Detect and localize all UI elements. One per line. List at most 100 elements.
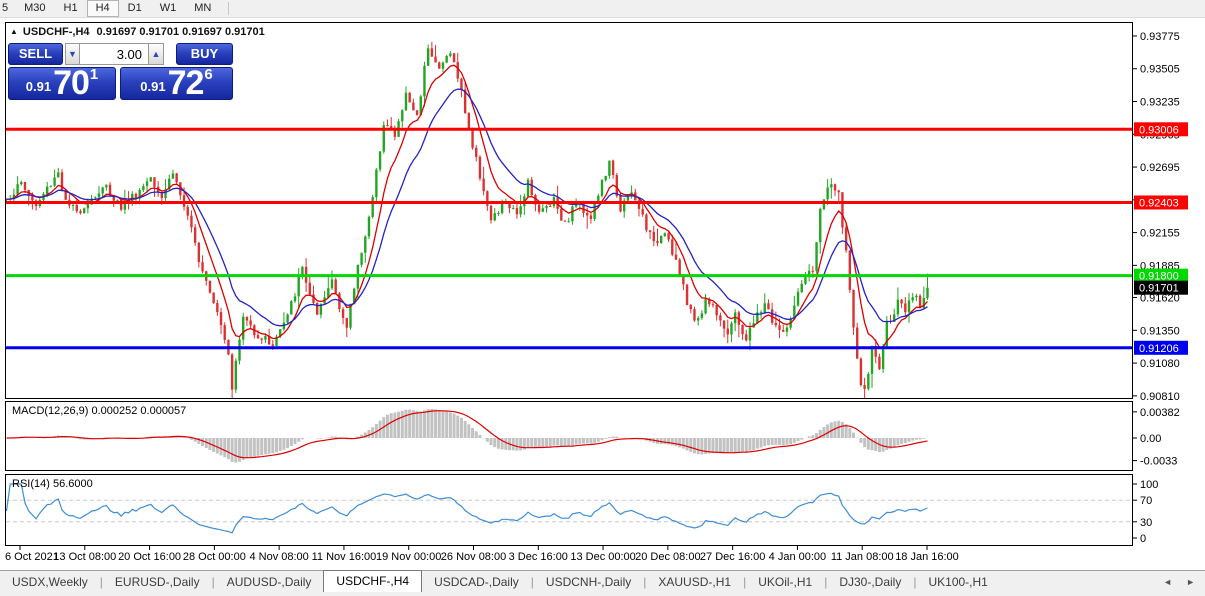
ma-slow-line (6, 88, 928, 327)
chart-tab-uk100-h1[interactable]: UK100-,H1 (928, 575, 988, 589)
macd-signal-line (6, 410, 928, 459)
arrow-up-icon: ▲ (151, 49, 161, 59)
chart-tab-ukoil-h1[interactable]: UKOil-,H1 (758, 575, 813, 589)
volume-decrease-button[interactable]: ▼ (65, 43, 80, 65)
time-tick-label: 13 Dec 00:00 (570, 551, 635, 563)
pane-frame-2 (5, 474, 1133, 546)
tab-separator: | (530, 575, 534, 589)
volume-input[interactable] (80, 43, 149, 65)
tab-separator: | (824, 575, 828, 589)
sell-price-small: 0.91 (25, 79, 52, 94)
price-tick-label: 0.91350 (1140, 325, 1180, 337)
time-tick-label: 27 Dec 16:00 (700, 551, 765, 563)
price-tick-label: 0.93235 (1140, 97, 1180, 109)
timeframe-toolbar: 5 M30 H1 H4 D1 W1 MN (0, 0, 1205, 18)
time-tick-label: 26 Nov 08:00 (441, 551, 506, 563)
chart-title: ▲ USDCHF-,H4 0.91697 0.91701 0.91697 0.917… (10, 26, 265, 38)
chart-tab-xauusd-h1[interactable]: XAUUSD-,H1 (658, 575, 732, 589)
tab-separator: | (913, 575, 917, 589)
rsi-plot (5, 483, 928, 534)
macd-label: MACD(12,26,9) 0.000252 0.000057 (12, 405, 186, 417)
time-tick-label: 11 Nov 16:00 (312, 551, 377, 563)
time-tick-label: 11 Jan 08:00 (831, 551, 894, 563)
current-price-badge-box (1134, 280, 1188, 295)
time-tick-label: 13 Oct 08:00 (53, 551, 116, 563)
level-badge-0.91206-box (1134, 340, 1188, 355)
time-tick-label: 18 Jan 16:00 (895, 551, 959, 563)
tab-separator: | (743, 575, 747, 589)
timeframe-button-mn[interactable]: MN (194, 2, 212, 14)
time-tick-label: 4 Nov 08:00 (249, 551, 308, 563)
level-badge-0.91800-box (1134, 268, 1188, 283)
level-badge-0.93006-box (1134, 122, 1188, 137)
status-strip (0, 592, 1205, 596)
buy-price-display[interactable]: 0.91 72 6 (120, 64, 233, 102)
timeframe-button-w1[interactable]: W1 (159, 2, 177, 14)
chart-canvas[interactable]: MACD(12,26,9) 0.000252 0.000057 RSI(14) 5… (0, 0, 1205, 570)
buy-button[interactable]: BUY (176, 43, 233, 65)
sell-price-display[interactable]: 0.91 70 1 (8, 64, 116, 102)
price-tick-label: 0.93775 (1140, 31, 1180, 43)
tab-scroll-left-icon[interactable]: ◄ (1163, 577, 1173, 587)
volume-increase-button[interactable]: ▲ (149, 43, 164, 65)
timeframe-button-d1[interactable]: D1 (127, 2, 142, 14)
time-tick-label: 3 Dec 16:00 (509, 551, 568, 563)
timeframe-button-h4[interactable]: H4 (86, 0, 119, 17)
macd-tick-label: -0.0033 (1140, 456, 1177, 468)
rsi-tick-label: 70 (1140, 495, 1152, 507)
level-badge-0.93006-text: 0.93006 (1139, 124, 1179, 136)
tab-scroll-right-icon[interactable]: ► (1186, 577, 1195, 587)
time-tick-label: 20 Dec 08:00 (635, 551, 700, 563)
price-tick-label: 0.92695 (1140, 162, 1180, 174)
level-badge-0.92403-text: 0.92403 (1139, 197, 1179, 209)
buy-price-big: 72 (167, 64, 205, 102)
price-tick-label: 0.91620 (1140, 293, 1180, 305)
tab-separator: | (643, 575, 647, 589)
chart-tab-usdcnh-daily[interactable]: USDCNH-,Daily (545, 575, 632, 589)
chart-tab-eurusd-daily[interactable]: EURUSD-,Daily (114, 575, 200, 589)
ma-fast-line (6, 64, 928, 348)
chart-tab-usdcad-daily[interactable]: USDCAD-,Daily (434, 575, 519, 589)
price-tick-label: 0.93505 (1140, 64, 1180, 76)
chart-tab-usdchf-h4[interactable]: USDCHF-,H4 (323, 570, 423, 592)
tab-separator: | (211, 575, 215, 589)
rsi-tick-label: 100 (1140, 479, 1158, 491)
chart-title-ohlc: 0.91697 0.91701 0.91697 0.91701 (96, 26, 265, 38)
level-badge-0.91206-text: 0.91206 (1139, 343, 1179, 355)
time-tick-label: 19 Nov 00:00 (376, 551, 441, 563)
rsi-tick-label: 30 (1140, 517, 1152, 529)
timeframe-button-m30[interactable]: M30 (24, 2, 46, 14)
collapse-icon[interactable]: ▲ (10, 27, 18, 36)
one-click-trading-panel: SELL ▼ ▲ BUY 0.91 70 1 0.91 72 6 (8, 43, 233, 100)
tab-separator: | (99, 575, 103, 589)
rsi-line (5, 483, 928, 534)
timeframe-button-h1[interactable]: H1 (63, 2, 78, 14)
macd-plot (6, 409, 929, 463)
chart-tab-usdx-weekly[interactable]: USDX,Weekly (12, 575, 88, 589)
price-tick-label: 0.90810 (1140, 391, 1180, 403)
level-badge-0.91800-text: 0.91800 (1139, 271, 1179, 283)
price-tick-label: 0.92155 (1140, 228, 1180, 240)
buy-price-sup: 6 (204, 66, 213, 83)
rsi-tick-label: 0 (1140, 533, 1146, 545)
symbol-tabbar: USDX,Weekly | EURUSD-,Daily | AUDUSD-,Daily U… (0, 570, 1205, 593)
level-badge-0.92403-box (1134, 195, 1188, 210)
arrow-down-icon: ▼ (68, 49, 77, 59)
timeframe-button-5[interactable]: 5 (2, 2, 9, 14)
tab-scroll-nav: ◄ ► (1163, 577, 1195, 587)
time-tick-label: 28 Oct 00:00 (183, 551, 246, 563)
macd-tick-label: 0.00 (1140, 433, 1161, 445)
sell-price-sup: 1 (89, 66, 99, 83)
macd-tick-label: 0.00382 (1140, 407, 1180, 419)
buy-price-small: 0.91 (140, 79, 166, 94)
rsi-label: RSI(14) 56.6000 (12, 478, 93, 490)
chart-tab-audusd-daily[interactable]: AUDUSD-,Daily (226, 575, 312, 589)
sell-price-big: 70 (53, 64, 90, 102)
current-price-badge-text: 0.91701 (1139, 283, 1179, 295)
chart-tab-dj30-daily[interactable]: DJ30-,Daily (839, 575, 902, 589)
chart-title-symbol: USDCHF-,H4 (22, 26, 90, 38)
time-tick-label: 4 Jan 00:00 (769, 551, 827, 563)
pane-frame-1 (5, 401, 1133, 471)
sell-button[interactable]: SELL (8, 43, 63, 65)
price-tick-label: 0.91080 (1140, 358, 1180, 370)
